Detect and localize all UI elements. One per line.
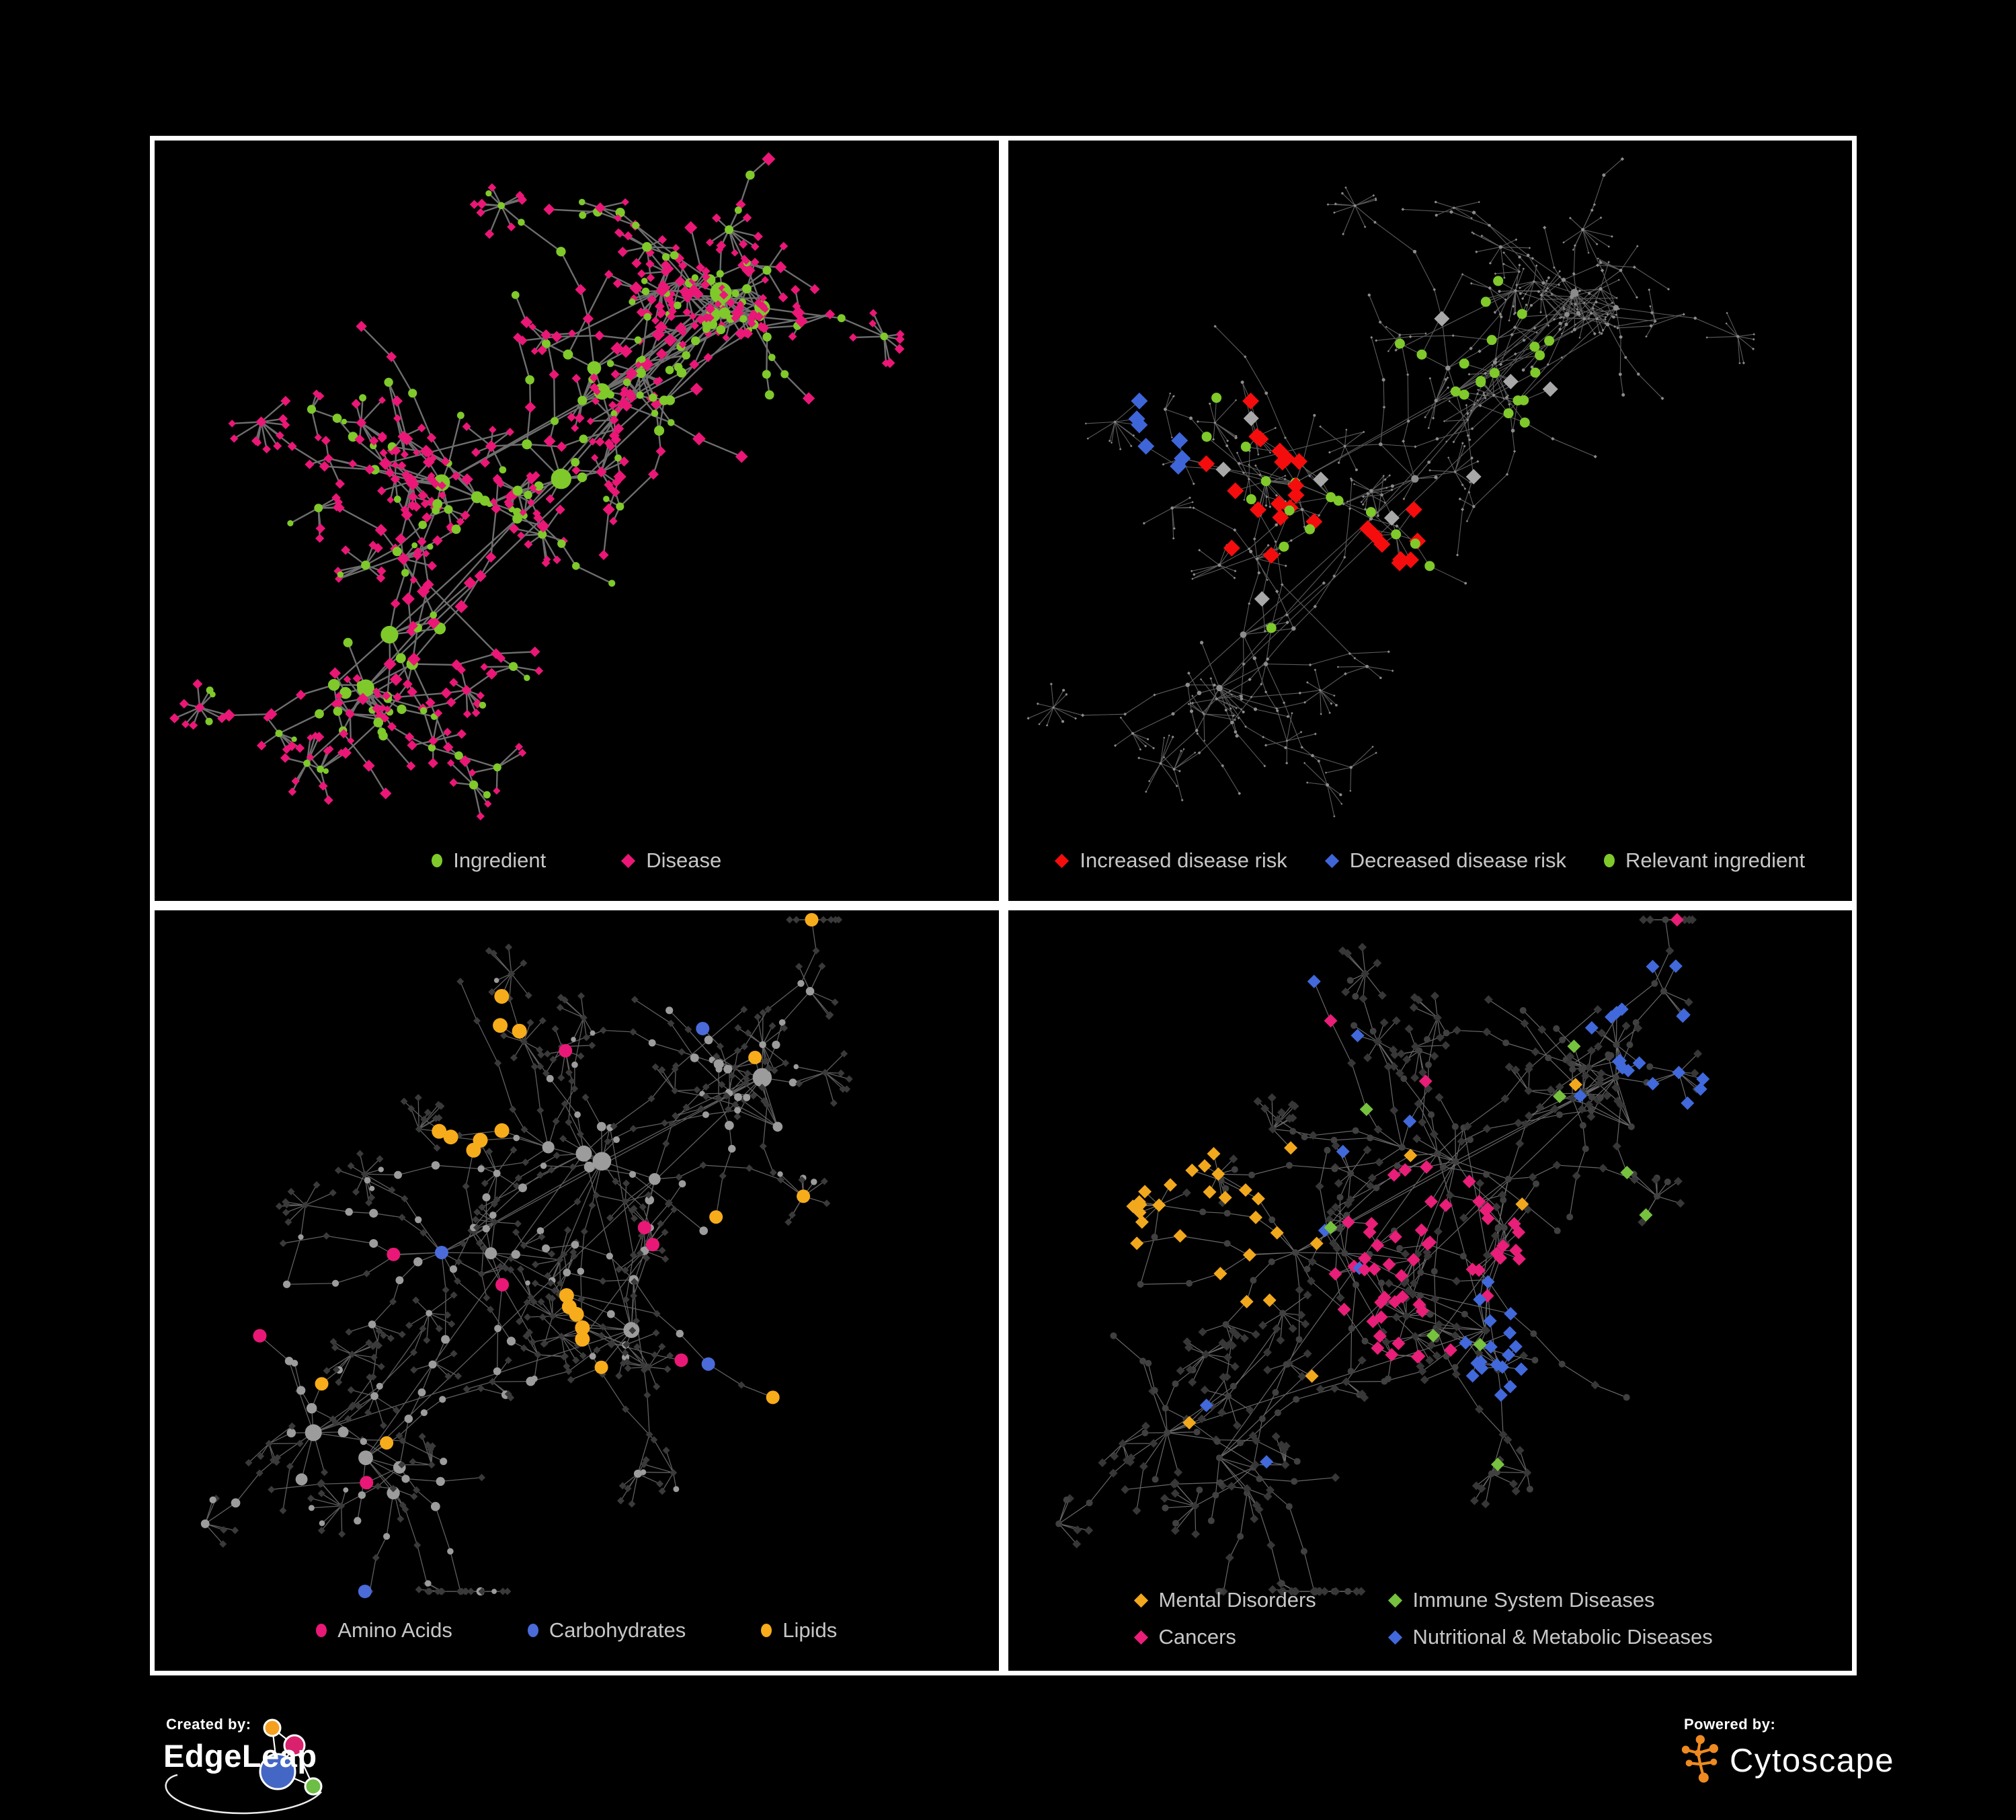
cytoscape-brand-row: Cytoscape [1681,1735,1894,1787]
panel-disease-risk: Increased disease risk Decreased disease … [1003,136,1857,906]
network-disease-risk [1026,157,1755,818]
cytoscape-brand: Cytoscape [1730,1743,1895,1779]
network-ingredient-disease [169,152,905,821]
panel-disease-categories: Mental Disorders Immune System Diseases Ca… [1003,906,1857,1675]
edgeleap-brand: EdgeLeap [163,1738,317,1774]
cytoscape-credit: Powered by: [1681,1714,1903,1809]
created-by-label: Created by: [166,1716,251,1733]
network-nutrient-classes [200,913,853,1598]
panel-nutrient-classes: Amino Acids Carbohydrates Lipids [150,906,1004,1675]
panel-grid: Ingredient Disease Increased disease risk… [150,136,1857,1675]
edgeleap-credit: Created by: EdgeLeap [157,1714,385,1819]
powered-by-label: Powered by: [1684,1716,1776,1733]
panel-ingredient-disease: Ingredient Disease [150,136,1004,906]
network-disease-categories [1055,913,1709,1596]
cytoscape-logo [1681,1735,1718,1783]
edgeleap-logo [165,1718,323,1815]
